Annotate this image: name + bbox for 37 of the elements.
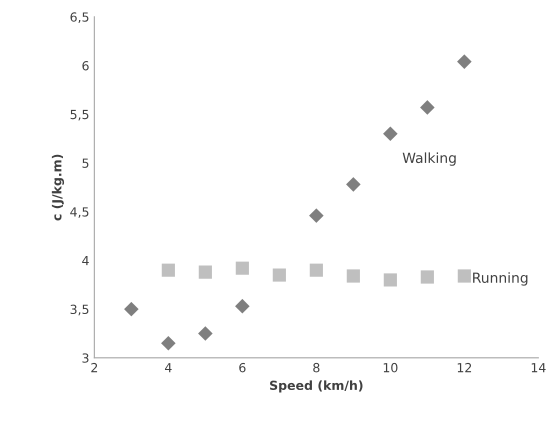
point: [161, 336, 176, 351]
point: [457, 54, 472, 69]
y-tick-label: 4: [82, 256, 89, 266]
point: [458, 269, 471, 283]
y-tick-label: 5: [82, 158, 88, 168]
point: [309, 208, 324, 223]
point: [420, 270, 434, 284]
point: [198, 326, 213, 341]
series-label: Walking: [402, 152, 456, 166]
y-axis-title: c (J/kg.m): [52, 154, 64, 221]
x-tick-label: 10: [384, 362, 398, 372]
point: [346, 177, 361, 192]
point: [272, 268, 286, 282]
point: [124, 302, 139, 316]
point: [162, 264, 175, 277]
y-tick-label: 3: [82, 353, 88, 363]
point: [420, 100, 435, 115]
x-tick-label: 4: [164, 363, 172, 372]
point: [236, 262, 249, 275]
y-tick-label: 4,5: [70, 207, 88, 218]
x-tick-label: 14: [532, 363, 546, 372]
point: [310, 264, 323, 277]
y-tick-label: 3,5: [70, 304, 88, 316]
point: [198, 266, 212, 279]
x-tick-label: 2: [91, 362, 98, 372]
x-tick-label: 12: [458, 362, 472, 372]
y-tick-label: 6,5: [70, 12, 88, 24]
y-tick-label: 5,5: [70, 110, 88, 120]
x-tick-label: 6: [239, 362, 246, 372]
y-tick-label: 6: [82, 61, 89, 70]
point: [346, 269, 360, 283]
x-axis-title: Speed (km/h): [270, 380, 362, 392]
point: [384, 273, 397, 286]
point: [383, 126, 398, 142]
point: [235, 298, 250, 314]
series-label: Running: [473, 272, 528, 286]
x-tick-label: 8: [313, 362, 320, 372]
